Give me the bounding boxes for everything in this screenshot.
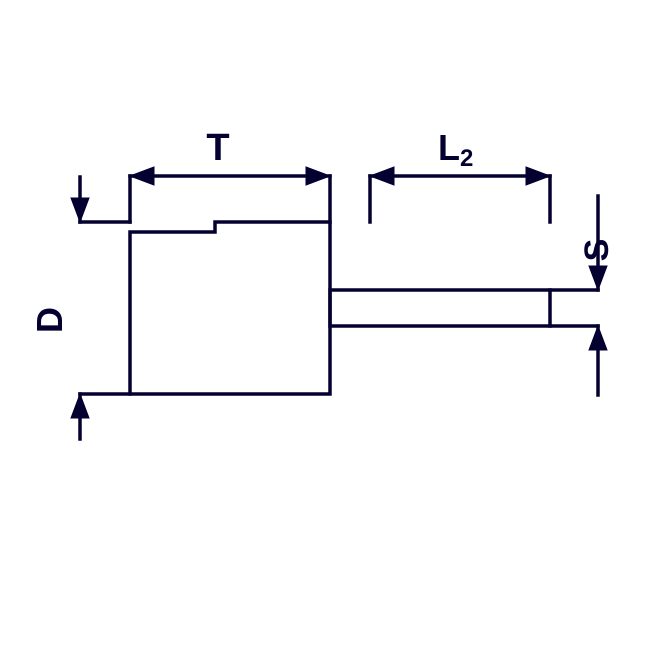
svg-text:L2: L2 [438, 127, 473, 172]
svg-text:S: S [578, 239, 616, 262]
svg-text:D: D [29, 307, 70, 333]
svg-text:T: T [206, 127, 229, 169]
